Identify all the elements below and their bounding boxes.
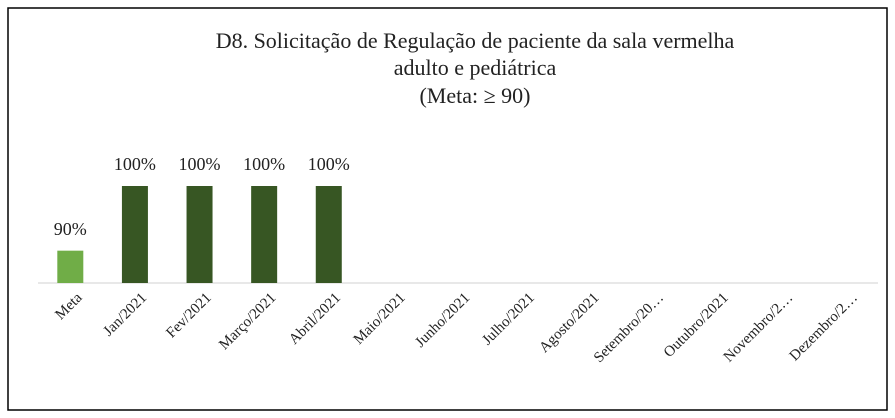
chart-title: adulto e pediátrica <box>394 55 557 80</box>
bar <box>251 186 278 283</box>
data-label: 100% <box>114 154 156 174</box>
data-label: 90% <box>54 219 87 239</box>
chart-border <box>7 7 888 411</box>
bar <box>121 186 148 283</box>
bar <box>57 250 84 283</box>
data-label: 100% <box>179 154 221 174</box>
bar <box>315 186 342 283</box>
bar <box>186 186 213 283</box>
data-label: 100% <box>308 154 350 174</box>
data-label: 100% <box>243 154 285 174</box>
chart-title: (Meta: ≥ 90) <box>419 83 530 108</box>
chart-title: D8. Solicitação de Regulação de paciente… <box>216 28 735 53</box>
